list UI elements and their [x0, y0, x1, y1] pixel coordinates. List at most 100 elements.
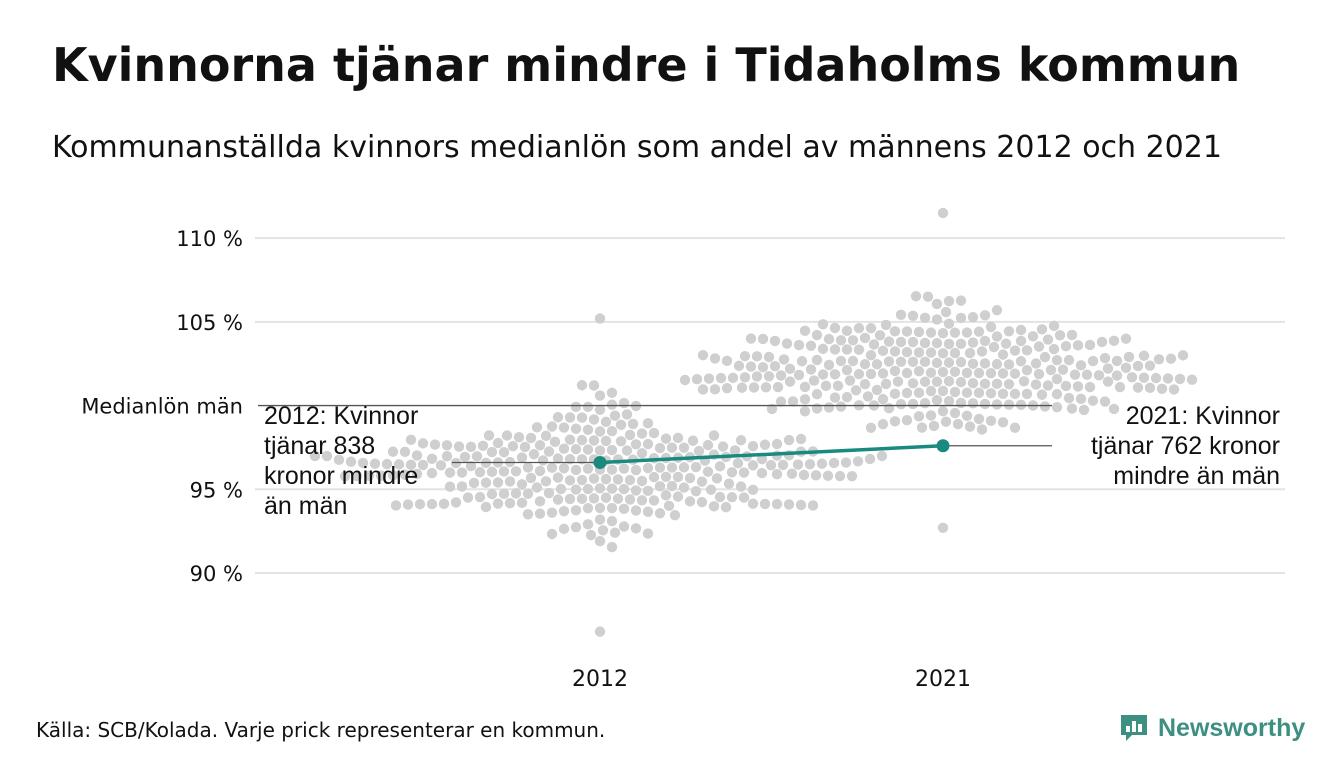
municipality-dot — [624, 429, 636, 441]
municipality-dot — [570, 444, 582, 455]
municipality-dot — [1102, 376, 1114, 387]
municipality-dot — [1165, 353, 1177, 364]
municipality-dot — [1051, 373, 1063, 385]
municipality-dot — [1072, 340, 1084, 351]
municipality-dot — [531, 482, 543, 493]
municipality-dot — [1072, 381, 1084, 392]
municipality-dot — [615, 419, 627, 431]
municipality-dot — [537, 455, 549, 466]
municipality-dot — [735, 481, 747, 492]
municipality-dot — [441, 440, 453, 451]
municipality-dot — [943, 338, 955, 350]
municipality-dot — [1036, 389, 1048, 400]
municipality-dot — [351, 470, 363, 482]
municipality-dot — [654, 481, 666, 492]
municipality-dot — [913, 366, 925, 377]
municipality-dot — [876, 450, 888, 462]
municipality-dot — [811, 354, 823, 366]
municipality-dot — [708, 430, 720, 441]
municipality-dot — [777, 459, 789, 471]
municipality-dot — [817, 319, 829, 330]
municipality-dot — [531, 422, 543, 433]
municipality-dot — [375, 470, 387, 481]
municipality-dot — [829, 369, 841, 380]
municipality-dot — [636, 448, 648, 459]
municipality-dot — [723, 478, 735, 489]
municipality-dot — [624, 494, 636, 505]
municipality-dot — [783, 499, 795, 510]
municipality-dot — [973, 387, 985, 399]
municipality-dot — [543, 446, 555, 457]
municipality-dot — [474, 467, 486, 478]
municipality-dot — [402, 499, 414, 510]
municipality-dot — [1186, 374, 1198, 385]
municipality-dot — [690, 485, 702, 497]
municipality-dot — [417, 438, 429, 449]
annotation-line-2012: kronor mindre — [264, 462, 418, 490]
municipality-dot — [985, 367, 997, 379]
municipality-dot — [771, 438, 783, 450]
municipality-dot — [570, 522, 582, 533]
municipality-dot — [859, 332, 871, 344]
municipality-dot — [576, 493, 588, 505]
municipality-dot — [799, 325, 811, 337]
municipality-dot — [474, 491, 486, 503]
municipality-dot — [444, 467, 456, 478]
municipality-dot — [516, 497, 528, 509]
municipality-dot — [853, 322, 865, 334]
municipality-dot — [576, 380, 588, 391]
municipality-dot — [985, 321, 997, 333]
municipality-dot — [702, 439, 714, 451]
municipality-dot — [714, 461, 726, 472]
municipality-dot — [510, 466, 522, 477]
municipality-dot — [564, 454, 576, 465]
municipality-dot — [925, 410, 937, 421]
municipality-dot — [1033, 368, 1045, 380]
municipality-dot — [1132, 382, 1144, 393]
municipality-dot — [979, 358, 991, 369]
municipality-dot — [492, 498, 504, 509]
municipality-dot — [411, 468, 423, 480]
municipality-dot — [1051, 355, 1063, 366]
municipality-dot — [594, 390, 606, 401]
municipality-dot — [606, 464, 618, 475]
municipality-dot — [1108, 403, 1120, 415]
municipality-dot — [606, 515, 618, 527]
municipality-dot — [612, 474, 624, 485]
municipality-dot — [570, 401, 582, 413]
municipality-dot — [747, 484, 759, 496]
municipality-dot — [1060, 380, 1072, 392]
municipality-dot — [745, 361, 757, 372]
municipality-dot — [594, 445, 606, 456]
annotation-line-2012: än män — [264, 492, 347, 520]
municipality-dot — [748, 382, 760, 393]
municipality-dot — [703, 373, 715, 384]
annotation-line-2021: tjänar 762 kronor — [1091, 432, 1280, 460]
municipality-dot — [991, 358, 1003, 370]
municipality-dot — [666, 462, 678, 473]
municipality-dot — [486, 466, 498, 478]
municipality-dot — [528, 449, 540, 460]
municipality-dot — [799, 381, 811, 393]
municipality-dot — [895, 309, 907, 320]
municipality-dot — [684, 472, 696, 484]
municipality-dot — [549, 436, 561, 448]
municipality-dot — [985, 415, 997, 426]
municipality-dot — [961, 367, 973, 379]
municipality-dot — [1048, 343, 1060, 355]
municipality-dot — [793, 339, 805, 351]
municipality-dot — [600, 416, 612, 428]
municipality-dot — [1033, 341, 1045, 352]
municipality-dot — [711, 473, 723, 484]
municipality-dot — [1015, 335, 1027, 347]
municipality-dot — [795, 433, 807, 445]
municipality-dot — [771, 469, 783, 480]
municipality-dot — [889, 365, 901, 377]
municipality-dot — [588, 414, 600, 425]
newsworthy-logo[interactable]: Newsworthy — [1118, 712, 1305, 744]
municipality-dot — [600, 435, 612, 447]
municipality-dot — [811, 403, 823, 414]
municipality-dot — [585, 529, 597, 541]
municipality-dot — [678, 482, 690, 493]
municipality-dot — [759, 439, 771, 450]
